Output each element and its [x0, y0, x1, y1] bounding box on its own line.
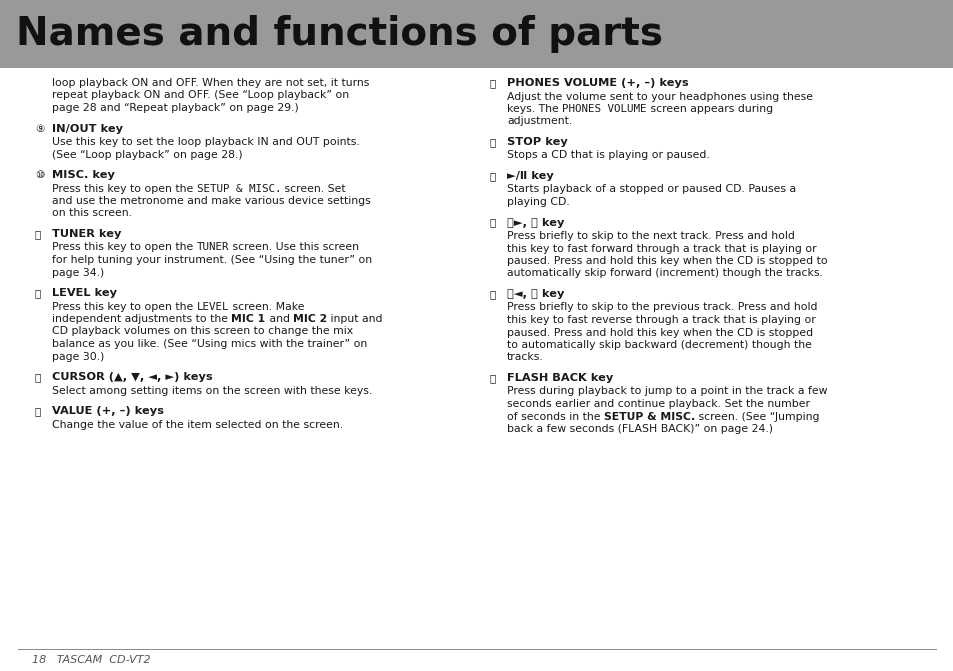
Text: ⑫: ⑫: [35, 288, 41, 298]
Text: back a few seconds (FLASH BACK)” on page 24.): back a few seconds (FLASH BACK)” on page…: [506, 424, 772, 434]
Text: Change the value of the item selected on the screen.: Change the value of the item selected on…: [52, 419, 343, 429]
Text: ⑩: ⑩: [35, 170, 44, 180]
Text: Adjust the volume sent to your headphones using these: Adjust the volume sent to your headphone…: [506, 91, 812, 101]
Text: and: and: [265, 314, 293, 324]
Text: adjustment.: adjustment.: [506, 117, 572, 127]
Text: CURSOR (▲, ▼, ◄, ►) keys: CURSOR (▲, ▼, ◄, ►) keys: [52, 372, 213, 382]
Text: page 30.): page 30.): [52, 352, 104, 362]
Text: repeat playback ON and OFF. (See “Loop playback” on: repeat playback ON and OFF. (See “Loop p…: [52, 91, 349, 101]
Text: Names and functions of parts: Names and functions of parts: [16, 15, 662, 53]
Text: ►/Ⅱ key: ►/Ⅱ key: [506, 171, 553, 181]
Text: tracks.: tracks.: [506, 352, 543, 362]
Text: screen appears during: screen appears during: [646, 104, 772, 114]
Text: ⑬: ⑬: [35, 372, 41, 382]
Text: LEVEL: LEVEL: [196, 301, 229, 311]
Text: MIC 2: MIC 2: [293, 314, 327, 324]
Text: ⑳: ⑳: [490, 373, 496, 383]
Text: this key to fast forward through a track that is playing or: this key to fast forward through a track…: [506, 244, 816, 254]
Text: Press this key to open the: Press this key to open the: [52, 242, 196, 252]
Text: ⑭: ⑭: [35, 406, 41, 416]
Text: page 34.): page 34.): [52, 268, 104, 278]
Text: Press briefly to skip to the previous track. Press and hold: Press briefly to skip to the previous tr…: [506, 303, 817, 313]
Text: VALUE (+, –) keys: VALUE (+, –) keys: [52, 406, 164, 416]
Text: loop playback ON and OFF. When they are not set, it turns: loop playback ON and OFF. When they are …: [52, 78, 369, 88]
Text: PHONES VOLUME: PHONES VOLUME: [561, 104, 646, 114]
Text: to automatically skip backward (decrement) though the: to automatically skip backward (decremen…: [506, 340, 811, 350]
Text: ⏭►, ⏩ key: ⏭►, ⏩ key: [506, 217, 564, 227]
Text: Press this key to open the: Press this key to open the: [52, 183, 196, 193]
Text: input and: input and: [327, 314, 382, 324]
Text: screen. Set: screen. Set: [281, 183, 346, 193]
Text: playing CD.: playing CD.: [506, 197, 569, 207]
Text: FLASH BACK key: FLASH BACK key: [506, 373, 613, 383]
Text: ⑰: ⑰: [490, 171, 496, 181]
Text: screen. (See “Jumping: screen. (See “Jumping: [695, 411, 819, 421]
Text: and use the metronome and make various device settings: and use the metronome and make various d…: [52, 196, 371, 206]
Text: Use this key to set the loop playback IN and OUT points.: Use this key to set the loop playback IN…: [52, 137, 359, 147]
Text: of seconds in the: of seconds in the: [506, 411, 603, 421]
Text: Select among setting items on the screen with these keys.: Select among setting items on the screen…: [52, 386, 372, 395]
Text: Press briefly to skip to the next track. Press and hold: Press briefly to skip to the next track.…: [506, 231, 794, 241]
Text: paused. Press and hold this key when the CD is stopped to: paused. Press and hold this key when the…: [506, 256, 827, 266]
Text: paused. Press and hold this key when the CD is stopped: paused. Press and hold this key when the…: [506, 327, 812, 338]
Text: 18   TASCAM  CD-VT2: 18 TASCAM CD-VT2: [32, 655, 151, 665]
Text: ⑮: ⑮: [490, 78, 496, 88]
Text: STOP key: STOP key: [506, 137, 567, 147]
Text: screen. Make: screen. Make: [229, 301, 304, 311]
Text: (See “Loop playback” on page 28.): (See “Loop playback” on page 28.): [52, 150, 242, 160]
Text: ⑪: ⑪: [35, 229, 41, 239]
Text: balance as you like. (See “Using mics with the trainer” on: balance as you like. (See “Using mics wi…: [52, 339, 367, 349]
Text: screen. Use this screen: screen. Use this screen: [229, 242, 359, 252]
Text: SETUP & MISC.: SETUP & MISC.: [196, 183, 281, 193]
Text: seconds earlier and continue playback. Set the number: seconds earlier and continue playback. S…: [506, 399, 809, 409]
Text: ⑲: ⑲: [490, 289, 496, 299]
Text: Press this key to open the: Press this key to open the: [52, 301, 196, 311]
Text: keys. The: keys. The: [506, 104, 561, 114]
Text: Press during playback to jump to a point in the track a few: Press during playback to jump to a point…: [506, 386, 826, 397]
Text: on this screen.: on this screen.: [52, 209, 132, 219]
Text: page 28 and “Repeat playback” on page 29.): page 28 and “Repeat playback” on page 29…: [52, 103, 298, 113]
Text: ⏮◄, ⏪ key: ⏮◄, ⏪ key: [506, 289, 564, 299]
Text: ⑯: ⑯: [490, 137, 496, 147]
Text: TUNER key: TUNER key: [52, 229, 121, 239]
Text: for help tuning your instrument. (See “Using the tuner” on: for help tuning your instrument. (See “U…: [52, 255, 372, 265]
Text: CD playback volumes on this screen to change the mix: CD playback volumes on this screen to ch…: [52, 327, 353, 336]
Text: LEVEL key: LEVEL key: [52, 288, 117, 298]
Text: this key to fast reverse through a track that is playing or: this key to fast reverse through a track…: [506, 315, 815, 325]
Text: PHONES VOLUME (+, –) keys: PHONES VOLUME (+, –) keys: [506, 78, 688, 88]
Text: Stops a CD that is playing or paused.: Stops a CD that is playing or paused.: [506, 150, 709, 160]
Text: automatically skip forward (increment) though the tracks.: automatically skip forward (increment) t…: [506, 268, 822, 278]
Text: Starts playback of a stopped or paused CD. Pauses a: Starts playback of a stopped or paused C…: [506, 185, 796, 195]
Text: SETUP & MISC.: SETUP & MISC.: [603, 411, 695, 421]
Text: MISC. key: MISC. key: [52, 170, 114, 180]
Text: IN/OUT key: IN/OUT key: [52, 123, 123, 134]
Text: ⑱: ⑱: [490, 217, 496, 227]
Text: MIC 1: MIC 1: [232, 314, 265, 324]
Text: independent adjustments to the: independent adjustments to the: [52, 314, 232, 324]
Text: ⑨: ⑨: [35, 123, 44, 134]
Text: TUNER: TUNER: [196, 242, 229, 252]
Bar: [0, 0, 953, 68]
